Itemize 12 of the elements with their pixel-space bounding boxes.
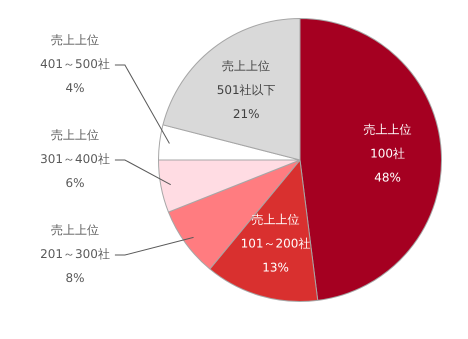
slice-label: 売上上位 201～300社 — [40, 223, 110, 262]
data-label: 6% — [65, 176, 85, 190]
data-label: 13% — [262, 260, 289, 274]
data-label: 48% — [374, 170, 401, 185]
slice-label: 売上上位 301～400社 — [40, 128, 110, 166]
slice-label: 売上上位 501社以下 — [216, 58, 276, 97]
data-label: 21% — [232, 106, 260, 121]
data-label: 8% — [65, 271, 85, 286]
slice-label: 売上上位 101～200社 — [240, 212, 310, 250]
slice-label: 売上上位 401～500社 — [40, 33, 110, 72]
slice-label: 売上上位 100社 — [364, 122, 412, 161]
data-label: 4% — [65, 81, 85, 96]
